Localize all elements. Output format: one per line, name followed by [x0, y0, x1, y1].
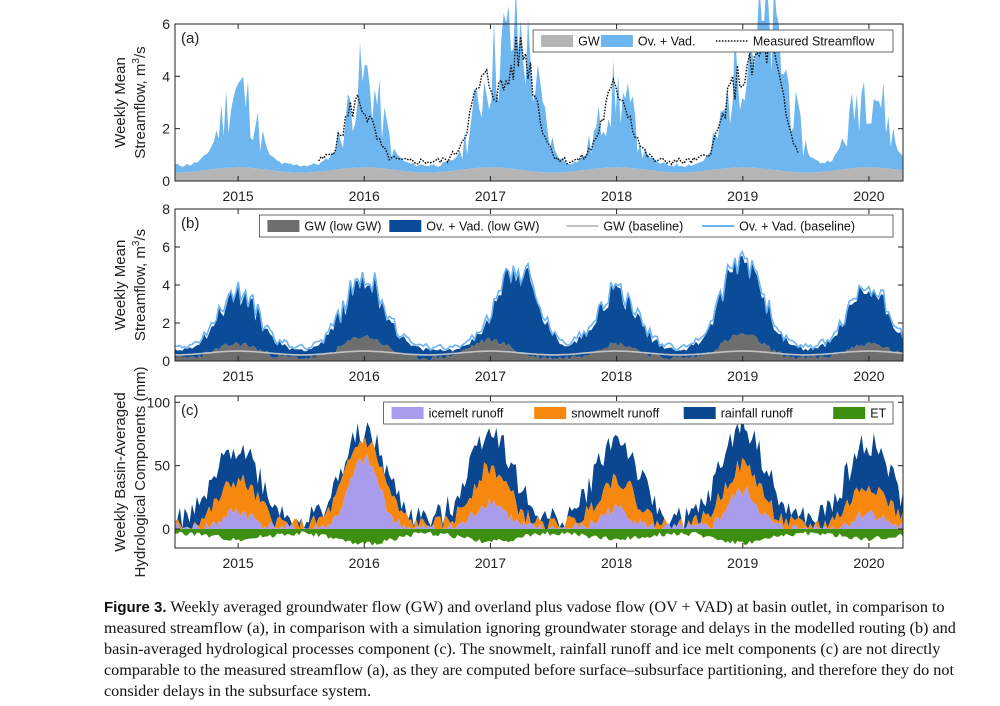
y-tick-label: 0 [162, 173, 170, 189]
caption-text: Weekly averaged groundwater flow (GW) an… [104, 598, 956, 700]
legend-label: Ov. + Vad. [638, 35, 696, 49]
y-tick-label: 0 [162, 353, 170, 369]
y-axis-label: Weekly Basin-Averaged [112, 392, 129, 552]
gw-area [175, 167, 903, 181]
figure-3: 2015 2016 2017 2018 2019 2020 0 2 4 6 (a) Weekly Me… [112, 0, 904, 578]
y-tick-label: 2 [162, 121, 170, 137]
gw-low-gw-area [175, 333, 903, 361]
gw-baseline-line [175, 350, 904, 356]
rainfall-runoff-area [175, 414, 903, 529]
legend-label: Measured Streamflow [753, 35, 876, 49]
legend-label: GW [578, 35, 600, 49]
y-axis-label: Weekly Mean [112, 240, 129, 331]
legend-swatch [541, 35, 574, 47]
legend-swatch [600, 35, 633, 47]
y-axis-label: Streamflow, m3/s [131, 46, 149, 158]
x-tick-label: 2016 [349, 555, 380, 571]
x-tick-label: 2016 [349, 368, 380, 384]
y-tick-label: 0 [162, 521, 170, 537]
x-tick-label: 2015 [223, 555, 254, 571]
x-tick-label: 2020 [853, 368, 884, 384]
y-tick-label: 8 [162, 201, 170, 217]
x-tick-label: 2020 [853, 188, 884, 204]
x-tick-label: 2020 [853, 555, 884, 571]
x-tick-label: 2018 [601, 555, 632, 571]
x-tick-label: 2017 [475, 188, 506, 204]
legend-swatch [833, 407, 866, 419]
panel-label: (c) [181, 402, 199, 419]
legend-label: ET [870, 407, 886, 421]
plot-frame [174, 23, 904, 182]
legend-label: GW (baseline) [603, 220, 683, 234]
y-tick-label: 4 [162, 68, 170, 84]
panel-label: (a) [181, 30, 199, 47]
legend-label: snowmelt runoff [571, 407, 660, 421]
ov-vad-area [175, 0, 903, 173]
figure-caption: Figure 3. Weekly averaged groundwater fl… [104, 597, 990, 702]
legend-swatch [683, 407, 716, 419]
et-area [175, 529, 903, 546]
x-tick-label: 2018 [601, 368, 632, 384]
x-tick-label: 2015 [223, 188, 254, 204]
icemelt-runoff-area [175, 454, 903, 529]
legend: GW (low GW) Ov. + Vad. (low GW) GW (baseli… [258, 214, 894, 238]
legend-swatch [391, 407, 424, 419]
snowmelt-runoff-area [175, 437, 903, 529]
x-tick-label: 2019 [727, 188, 758, 204]
y-tick-label: 6 [162, 239, 170, 255]
ov-vad-baseline-line [174, 249, 904, 352]
legend-label: rainfall runoff [721, 407, 794, 421]
y-axis-label: Weekly Mean [112, 57, 129, 148]
measured-streamflow-line [318, 36, 799, 166]
ov-vad-low-gw-area [175, 255, 903, 361]
y-tick-label: 100 [147, 394, 171, 410]
x-tick-label: 2017 [475, 368, 506, 384]
x-tick-label: 2015 [223, 368, 254, 384]
legend-box [383, 401, 894, 425]
panel-label: (b) [181, 215, 199, 232]
x-tick-label: 2016 [349, 188, 380, 204]
x-tick-label: 2018 [601, 188, 632, 204]
y-tick-label: 4 [162, 277, 170, 293]
y-tick-label: 6 [162, 16, 170, 32]
y-tick-label: 50 [154, 458, 170, 474]
x-tick-label: 2019 [727, 368, 758, 384]
legend: icemelt runoff snowmelt runoff rainfall ru… [383, 401, 894, 425]
y-axis-label: Streamflow, m3/s [131, 229, 149, 341]
y-tick-label: 2 [162, 315, 170, 331]
panel-a: 2015 2016 2017 2018 2019 2020 0 2 4 6 (a) Weekly Me… [112, 0, 904, 204]
legend-label: icemelt runoff [429, 407, 504, 421]
x-tick-label: 2017 [475, 555, 506, 571]
legend: GW Ov. + Vad. Measured Streamflow [532, 29, 894, 53]
legend-swatch [389, 220, 422, 232]
figure-label: Figure 3. [104, 599, 167, 616]
panel-c: 2015 2016 2017 2018 2019 2020 0 50 100 (c) Weekly … [112, 367, 904, 578]
legend-label: Ov. + Vad. (baseline) [739, 220, 855, 234]
legend-swatch [534, 407, 567, 419]
legend-label: Ov. + Vad. (low GW) [426, 220, 539, 234]
plot-frame [174, 395, 904, 549]
legend-swatch [267, 220, 300, 232]
legend-label: GW (low GW) [304, 220, 381, 234]
panel-b: 2015 2016 2017 2018 2019 2020 0 2 4 6 8 (b) Weekly M… [112, 201, 904, 384]
y-axis-label: Hydrological Components (mm) [132, 367, 149, 578]
x-tick-label: 2019 [727, 555, 758, 571]
